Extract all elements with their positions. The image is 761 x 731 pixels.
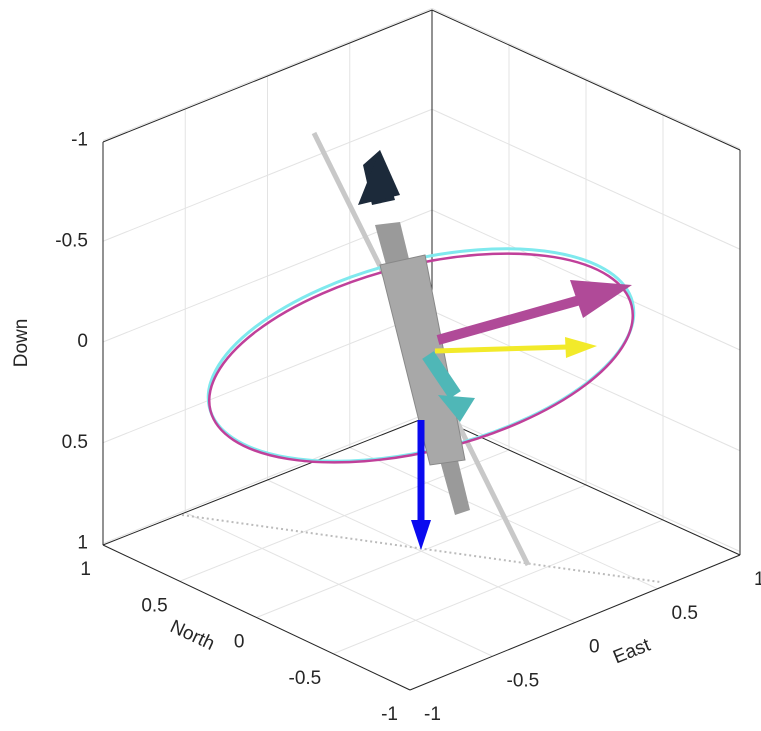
box-edge — [103, 10, 740, 150]
tick-label: -1 — [424, 704, 441, 725]
tick-label: -1 — [71, 130, 88, 151]
tick-label: -1 — [381, 704, 398, 725]
tick-label: 0 — [589, 637, 600, 658]
tick-label: -0.5 — [289, 668, 322, 689]
arrow-head — [565, 337, 597, 358]
tick-label: -0.5 — [507, 670, 540, 691]
scene-view: Down North East -1 -0.5 0 0.5 1 1 0.5 0 -0.5 -1 -1… — [0, 0, 761, 726]
north-axis — [103, 545, 410, 690]
arrow-yellow — [435, 347, 568, 351]
tick-label: 0 — [234, 632, 245, 653]
arrow-head — [570, 280, 632, 318]
scene-objects — [182, 133, 660, 582]
arrow-head — [411, 520, 431, 550]
tick-label: 1 — [80, 559, 91, 580]
tick-label: -0.5 — [55, 230, 88, 251]
tick-label: 0.5 — [672, 603, 698, 624]
tick-label: 1 — [754, 569, 761, 590]
axis-label: Down — [11, 319, 32, 368]
tick-label: 1 — [77, 533, 88, 554]
tick-label: 0.5 — [141, 595, 167, 616]
tick-label: 0.5 — [62, 432, 88, 453]
tick-label: 0 — [77, 331, 88, 352]
axis-label: East — [610, 634, 654, 668]
grid-line — [185, 513, 492, 657]
axis-label: North — [167, 616, 218, 655]
